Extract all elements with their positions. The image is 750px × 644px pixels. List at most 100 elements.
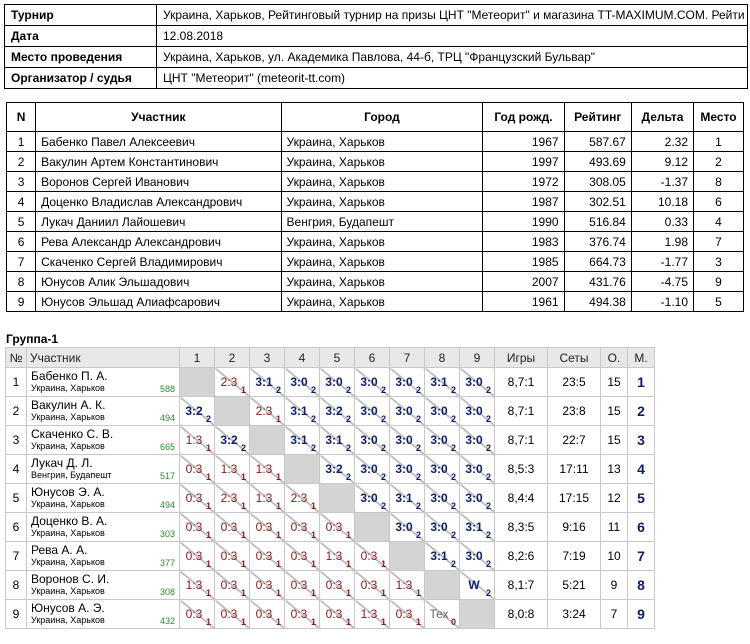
match-points: 2 xyxy=(450,472,456,482)
match-points: 2 xyxy=(485,472,491,482)
player-name: Юнусов А. Э. xyxy=(31,601,105,615)
match-score: 0:3 xyxy=(290,607,308,621)
participant-year: 1990 xyxy=(482,211,565,232)
match-score: 3:0 xyxy=(430,520,448,534)
match-cell: 3:0 2 xyxy=(389,396,425,426)
tournament-info-table: Турнир Украина, Харьков, Рейтинговый турн… xyxy=(4,4,748,89)
match-cell: 0:3 1 xyxy=(179,541,215,571)
match-score: 3:0 xyxy=(395,433,413,447)
row-points: 15 xyxy=(600,396,628,426)
match-points: 2 xyxy=(205,414,211,424)
match-cell xyxy=(249,425,285,455)
participant-city: Украина, Харьков xyxy=(280,171,484,192)
row-sets: 23:8 xyxy=(547,396,601,426)
row-games: 8,2:6 xyxy=(494,541,548,571)
match-cell: 3:0 2 xyxy=(284,367,320,397)
match-score: 0:3 xyxy=(360,578,378,592)
participant-delta: 10.18 xyxy=(630,191,695,212)
grid-player-cell: Воронов С. И. Украина, Харьков 308 xyxy=(26,570,180,600)
match-cell: 0:3 1 xyxy=(214,541,250,571)
grid-header-col: 6 xyxy=(354,347,390,368)
grid-row: 8 Воронов С. И. Украина, Харьков 308 1:3 1 0:3… xyxy=(5,570,655,600)
match-cell: 0:3 1 xyxy=(319,570,355,600)
participant-rating: 664.73 xyxy=(563,251,632,272)
match-points: 2 xyxy=(345,414,351,424)
match-points: 1 xyxy=(275,617,281,627)
match-points: 1 xyxy=(275,501,281,511)
match-score: 0:3 xyxy=(220,549,238,563)
participant-place: 7 xyxy=(693,231,744,252)
match-points: 2 xyxy=(450,501,456,511)
match-points: 1 xyxy=(205,559,211,569)
match-score: 3:0 xyxy=(360,462,378,476)
participant-year: 1987 xyxy=(482,191,565,212)
participant-rating: 587.67 xyxy=(563,131,632,152)
participant-place: 8 xyxy=(693,171,744,192)
participant-rating: 516.84 xyxy=(563,211,632,232)
info-label: Турнир xyxy=(4,4,157,26)
match-cell: 1:3 1 xyxy=(319,541,355,571)
participant-n: 3 xyxy=(5,171,37,192)
participant-delta: -4.75 xyxy=(630,271,695,292)
match-cell: 0:3 1 xyxy=(389,599,425,629)
match-points: 2 xyxy=(415,530,421,540)
match-cell: 3:0 2 xyxy=(459,454,495,484)
match-score: 0:3 xyxy=(290,578,308,592)
participants-table: N Участник Город Год рожд. Рейтинг Дельта Мест… xyxy=(5,102,744,312)
match-score: 3:1 xyxy=(395,491,413,505)
match-cell: 3:0 2 xyxy=(389,454,425,484)
grid-row: 9 Юнусов А. Э. Украина, Харьков 432 0:3 1 0:3 1… xyxy=(5,599,655,629)
match-points: 1 xyxy=(240,559,246,569)
match-points: 1 xyxy=(345,617,351,627)
match-points: 1 xyxy=(275,472,281,482)
match-points: 1 xyxy=(380,617,386,627)
match-score: 2:3 xyxy=(220,491,238,505)
match-cell xyxy=(389,541,425,571)
player-name: Воронов С. И. xyxy=(31,572,110,586)
match-points: 2 xyxy=(310,414,316,424)
match-score: 2:3 xyxy=(255,404,273,418)
match-score: 3:1 xyxy=(255,375,273,389)
match-cell: 3:0 2 xyxy=(389,425,425,455)
match-cell: 3:0 2 xyxy=(424,425,460,455)
participant-city: Украина, Харьков xyxy=(280,271,484,292)
participant-n: 6 xyxy=(5,231,37,252)
match-points: 1 xyxy=(345,559,351,569)
grid-player-cell: Бабенко П. А. Украина, Харьков 588 xyxy=(26,367,180,397)
participant-row: 2 Вакулин Артем Константинович Украина, Ха… xyxy=(5,151,744,172)
match-points: 2 xyxy=(275,385,281,395)
participant-row: 4 Доценко Владислав Александрович Украина,… xyxy=(5,191,744,212)
grid-player-cell: Юнусов А. Э. Украина, Харьков 432 xyxy=(26,599,180,629)
match-score: 3:0 xyxy=(430,491,448,505)
match-score: 3:0 xyxy=(465,491,483,505)
match-cell: 3:1 2 xyxy=(249,367,285,397)
grid-header-place: М. xyxy=(627,347,655,368)
match-cell: 0:3 1 xyxy=(249,512,285,542)
participant-city: Украина, Харьков xyxy=(280,131,484,152)
grid-row-num: 5 xyxy=(5,483,27,513)
match-cell: 1:3 1 xyxy=(214,454,250,484)
match-cell xyxy=(179,367,215,397)
match-points: 2 xyxy=(485,530,491,540)
participant-city: Украина, Харьков xyxy=(280,151,484,172)
participant-year: 1972 xyxy=(482,171,565,192)
participant-n: 7 xyxy=(5,251,37,272)
player-city: Украина, Харьков xyxy=(31,499,105,509)
match-points: 2 xyxy=(345,472,351,482)
match-cell: 1:3 1 xyxy=(179,425,215,455)
participant-delta: -1.37 xyxy=(630,171,695,192)
participant-name: Юнусов Алик Эльшадович xyxy=(35,271,282,292)
match-cell: 3:0 2 xyxy=(319,367,355,397)
match-score: 0:3 xyxy=(220,520,238,534)
player-name: Лукач Д. Л. xyxy=(31,456,93,470)
participant-city: Украина, Харьков xyxy=(280,291,484,312)
info-label: Организатор / судья xyxy=(4,67,157,89)
match-cell: 0:3 1 xyxy=(354,541,390,571)
player-rating: 494 xyxy=(159,500,175,510)
match-cell: 3:0 2 xyxy=(389,512,425,542)
match-points: 2 xyxy=(415,501,421,511)
participant-year: 1997 xyxy=(482,151,565,172)
info-value: Украина, Харьков, ул. Академика Павлова,… xyxy=(156,46,748,68)
grid-header-col: 4 xyxy=(284,347,320,368)
match-cell: 3:0 2 xyxy=(389,367,425,397)
